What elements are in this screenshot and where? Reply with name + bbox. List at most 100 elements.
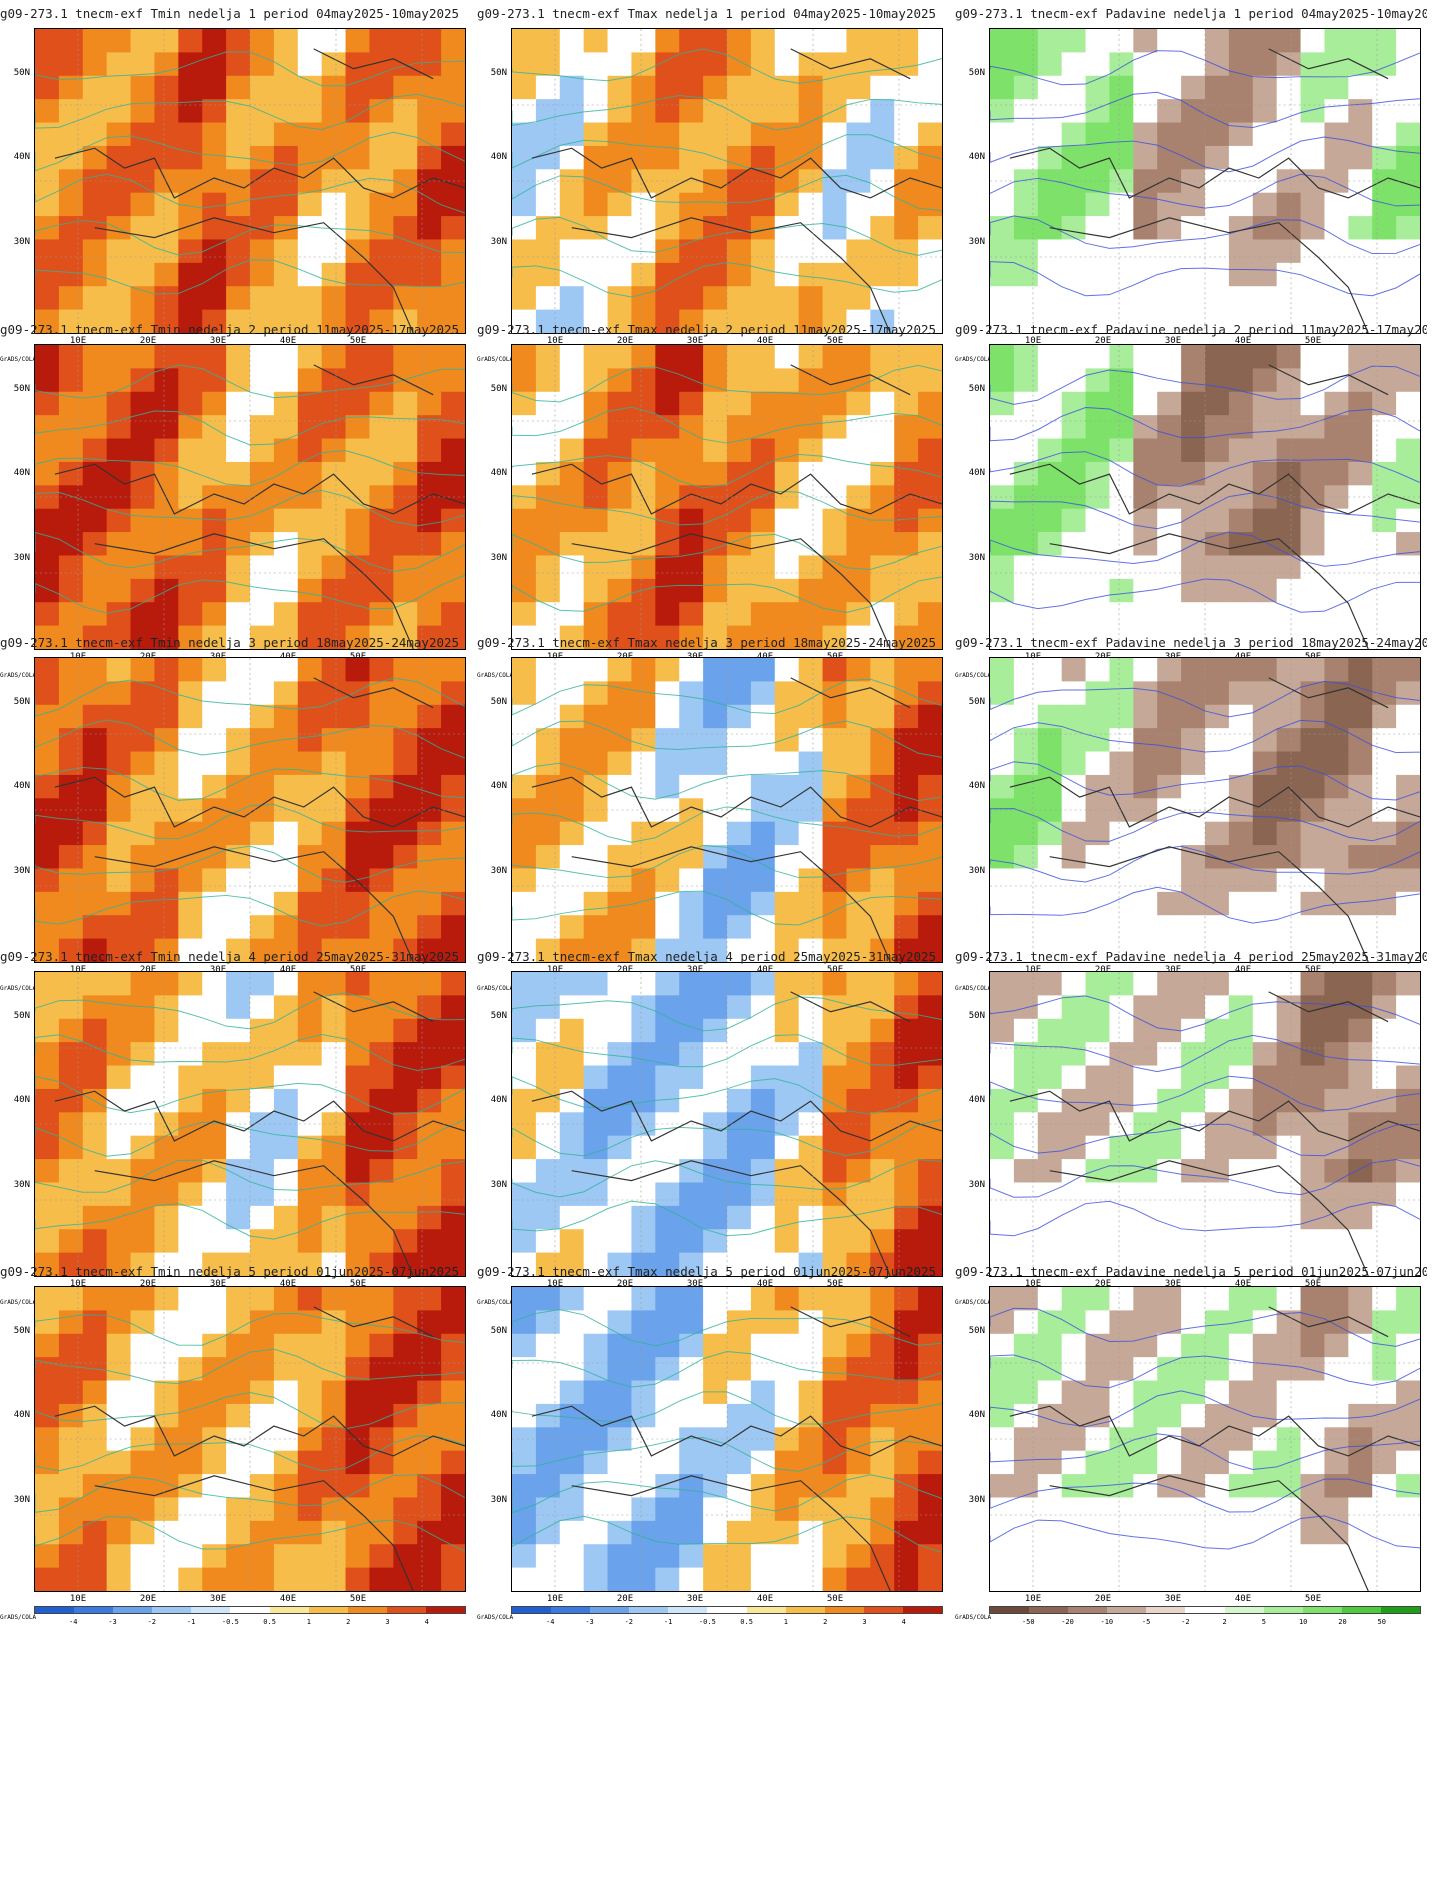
field-cell <box>1348 99 1373 124</box>
lon-label: 50E <box>826 336 844 346</box>
field-cell <box>273 122 299 147</box>
field-cell <box>1205 1520 1230 1545</box>
field-cell <box>226 1474 251 1499</box>
field-cell <box>250 578 275 603</box>
field-cell <box>583 192 609 217</box>
field-cell <box>273 216 299 241</box>
field-cell <box>58 681 84 706</box>
field-cell <box>1157 75 1182 100</box>
field-cell <box>1348 1182 1373 1207</box>
field-cell <box>583 1450 609 1475</box>
field-cell <box>918 1403 942 1428</box>
field-cell <box>655 1182 680 1207</box>
lat-label: 30N <box>968 237 985 247</box>
field-cell <box>679 1333 704 1358</box>
field-cell <box>369 1182 394 1207</box>
field-cell <box>750 1333 776 1358</box>
field-cell <box>1396 1520 1420 1545</box>
field-cell <box>798 1567 824 1591</box>
coastline <box>1009 364 1420 649</box>
field-cell <box>1324 99 1349 124</box>
field-cell <box>1109 1357 1134 1382</box>
field-cell <box>417 995 442 1020</box>
field-cell <box>1157 1065 1182 1090</box>
field-cell <box>393 192 418 217</box>
field-cell <box>607 415 633 440</box>
field-cell <box>894 625 919 649</box>
field-cell <box>1061 1182 1087 1207</box>
field-cell <box>1085 29 1111 53</box>
field-cell <box>58 1333 84 1358</box>
field-cell <box>58 1229 84 1254</box>
field-cell <box>727 262 752 287</box>
field-cell <box>679 192 704 217</box>
field-cell <box>441 1497 465 1522</box>
field-cell <box>1061 681 1087 706</box>
field-cell <box>1276 1112 1302 1137</box>
field-cell <box>1109 891 1134 916</box>
field-cell <box>369 658 394 682</box>
field-cell <box>703 461 728 486</box>
coastline <box>531 1306 942 1591</box>
field-cell <box>535 1497 561 1522</box>
field-cell <box>1181 1112 1206 1137</box>
field-cell <box>1037 1065 1063 1090</box>
field-cell <box>1109 1333 1134 1358</box>
field-cell <box>297 52 323 77</box>
field-cell <box>321 309 347 333</box>
field-cell <box>583 1229 609 1254</box>
field-cell <box>631 728 656 753</box>
field-cell <box>106 1088 132 1113</box>
field-cell <box>393 1042 418 1067</box>
field-cell <box>1181 704 1206 729</box>
field-cell <box>1205 774 1230 799</box>
field-cell <box>990 798 1015 823</box>
field-cell <box>583 145 609 170</box>
field-cell <box>1181 1287 1206 1311</box>
field-cell <box>1013 704 1039 729</box>
field-cell <box>1228 1287 1254 1311</box>
field-cell <box>559 1380 585 1405</box>
anomaly-field <box>35 658 465 962</box>
field-cell <box>1348 1403 1373 1428</box>
field-cell <box>226 555 251 580</box>
field-cell <box>535 1310 561 1335</box>
field-cell <box>1205 29 1230 53</box>
contour-line <box>512 1437 942 1472</box>
field-cell <box>1205 658 1230 682</box>
panel-title: g09-273.1 tnecm-exf Tmin nedelja 1 perio… <box>0 6 460 21</box>
field-cell <box>607 751 633 776</box>
field-cell <box>106 1112 132 1137</box>
field-cell <box>512 845 537 870</box>
field-cell <box>1037 704 1063 729</box>
coastline <box>54 1306 465 1591</box>
field-cell <box>894 1544 919 1569</box>
field-cell <box>1228 821 1254 846</box>
field-cell <box>345 1567 371 1591</box>
field-cell <box>1157 704 1182 729</box>
field-cell <box>441 29 465 53</box>
field-cell <box>1348 286 1373 311</box>
field-cell <box>1228 532 1254 557</box>
field-cell <box>870 1544 895 1569</box>
field-cell <box>1276 891 1302 916</box>
field-cell <box>297 391 323 416</box>
field-cell <box>846 286 871 311</box>
field-cell <box>1085 1497 1111 1522</box>
field-cell <box>393 845 418 870</box>
field-cell <box>631 52 656 77</box>
field-cell <box>154 1042 179 1067</box>
field-cell <box>918 1042 942 1067</box>
field-cell <box>178 461 203 486</box>
field-cell <box>345 774 371 799</box>
field-cell <box>1157 1450 1182 1475</box>
field-cell <box>130 286 156 311</box>
field-cell <box>990 915 1015 940</box>
field-cell <box>655 192 680 217</box>
colorbar-label: -0.5 <box>698 1618 716 1626</box>
field-cell <box>822 1380 848 1405</box>
field-cell <box>1205 578 1230 603</box>
field-cell <box>297 75 323 100</box>
lat-label: 40N <box>968 1095 985 1105</box>
field-cell <box>250 625 275 649</box>
